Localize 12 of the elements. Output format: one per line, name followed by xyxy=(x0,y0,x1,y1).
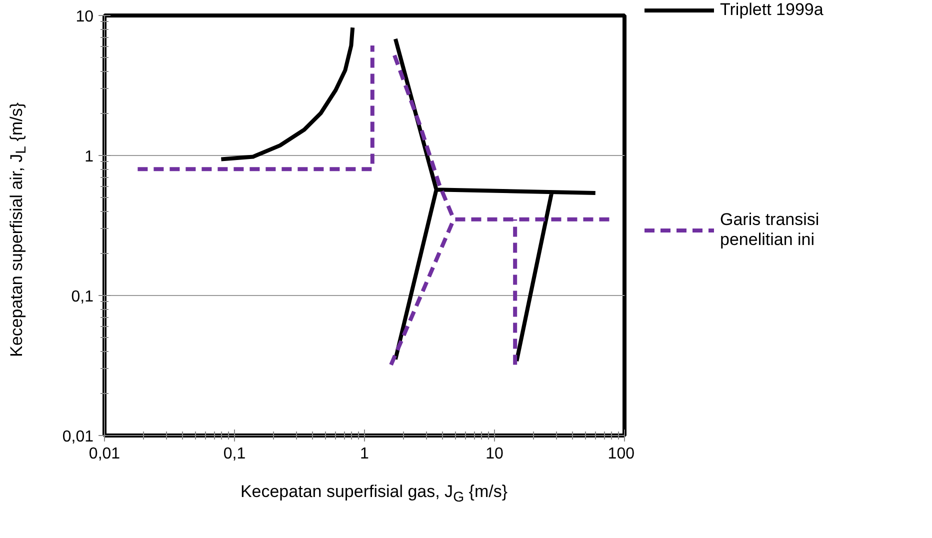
x-tick-label: 10 xyxy=(486,446,504,462)
y-tick-label: 1 xyxy=(84,148,94,166)
y-tick-label: 10 xyxy=(76,8,94,26)
y-tick-label: 0,01 xyxy=(62,428,94,446)
legend-label: Garis transisi penelitian ini xyxy=(720,210,820,250)
x-tick-label: 0,1 xyxy=(223,446,246,462)
legend-label: Triplett 1999a xyxy=(720,0,824,20)
x-tick-label: 100 xyxy=(608,446,635,462)
x-tick-label: 0,01 xyxy=(88,446,120,462)
x-axis-title: Kecepatan superfisial gas, J$_{G}$ {m/s} xyxy=(240,481,508,508)
y-tick-label: 0,1 xyxy=(71,288,94,306)
x-tick-label: 1 xyxy=(360,446,370,462)
